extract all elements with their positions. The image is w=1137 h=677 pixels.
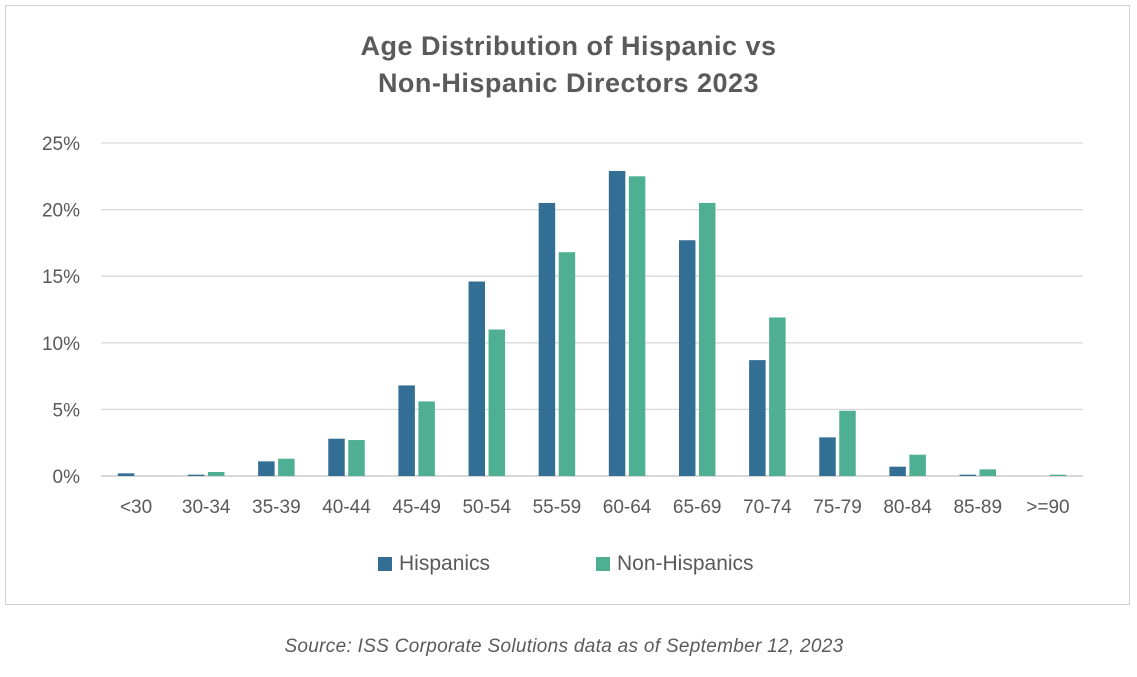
source-note: Source: ISS Corporate Solutions data as … xyxy=(284,636,844,657)
bar-non-hispanics-11 xyxy=(909,454,926,476)
gridlines xyxy=(101,142,1083,477)
bar-hispanics-4 xyxy=(398,385,415,476)
x-tick-label: 75-79 xyxy=(813,497,862,518)
bar-hispanics-8 xyxy=(678,240,696,476)
x-tick-label: 40-44 xyxy=(322,497,371,518)
x-tick-label: 70-74 xyxy=(743,497,792,518)
x-axis-tick-labels: <30 30-34 35-39 40-44 45-49 50-54 55-59 60-64 65… xyxy=(120,497,1070,518)
y-tick-label: 15% xyxy=(42,267,80,288)
x-tick-label: 85-89 xyxy=(953,497,1002,518)
bar-hispanics-0 xyxy=(117,473,135,476)
bar-non-hispanics-2 xyxy=(278,458,295,476)
legend-swatch-non-hispanics xyxy=(596,557,610,571)
bar-hispanics-11 xyxy=(889,466,906,476)
bar-non-hispanics-12 xyxy=(979,469,997,476)
y-tick-label: 10% xyxy=(42,334,80,355)
x-tick-label: 45-49 xyxy=(392,497,441,518)
legend-swatch-hispanics xyxy=(378,557,392,571)
bar-hispanics-5 xyxy=(468,281,486,476)
bar-hispanics-1 xyxy=(187,474,205,476)
x-tick-label: 60-64 xyxy=(603,497,652,518)
bar-non-hispanics-10 xyxy=(839,410,856,476)
bar-hispanics-3 xyxy=(328,438,345,476)
legend: Hispanics Non-Hispanics xyxy=(0,552,1137,582)
x-tick-label: <30 xyxy=(120,497,152,518)
y-tick-label: 0% xyxy=(53,467,81,488)
x-tick-label: 50-54 xyxy=(462,497,511,518)
chart-title: Age Distribution of Hispanic vs Non-Hisp… xyxy=(0,28,1137,102)
chart-title-line-1: Age Distribution of Hispanic vs xyxy=(360,31,777,61)
x-tick-label: 55-59 xyxy=(533,497,582,518)
bar-hispanics-12 xyxy=(959,474,977,476)
bar-non-hispanics-5 xyxy=(488,329,506,476)
bar-hispanics-2 xyxy=(258,461,275,476)
bars xyxy=(117,170,1067,477)
bar-non-hispanics-13 xyxy=(1049,474,1067,476)
legend-label-non-hispanics: Non-Hispanics xyxy=(617,552,754,575)
bar-hispanics-9 xyxy=(749,360,766,476)
bar-non-hispanics-7 xyxy=(628,176,646,477)
bar-non-hispanics-1 xyxy=(207,472,225,476)
x-tick-label: >=90 xyxy=(1026,497,1069,518)
legend-item-hispanics: Hispanics xyxy=(378,552,490,576)
y-tick-label: 20% xyxy=(42,201,80,222)
x-tick-label: 30-34 xyxy=(182,497,231,518)
bar-hispanics-10 xyxy=(819,437,836,476)
legend-item-non-hispanics: Non-Hispanics xyxy=(596,552,754,576)
bar-non-hispanics-8 xyxy=(698,202,716,476)
x-tick-label: 35-39 xyxy=(252,497,301,518)
y-tick-label: 25% xyxy=(42,134,80,155)
bar-non-hispanics-3 xyxy=(348,440,365,476)
x-tick-label: 65-69 xyxy=(673,497,722,518)
bar-non-hispanics-9 xyxy=(769,317,786,476)
chart-title-line-2: Non-Hispanic Directors 2023 xyxy=(377,68,760,98)
y-tick-label: 5% xyxy=(53,400,81,421)
bar-non-hispanics-6 xyxy=(558,252,576,476)
y-axis-tick-labels: 0% 5% 10% 15% 20% 25% xyxy=(42,134,80,488)
bar-non-hispanics-4 xyxy=(418,401,435,476)
bar-hispanics-7 xyxy=(608,170,626,477)
bar-hispanics-6 xyxy=(538,202,556,476)
x-tick-label: 80-84 xyxy=(883,497,932,518)
legend-label-hispanics: Hispanics xyxy=(399,552,491,575)
